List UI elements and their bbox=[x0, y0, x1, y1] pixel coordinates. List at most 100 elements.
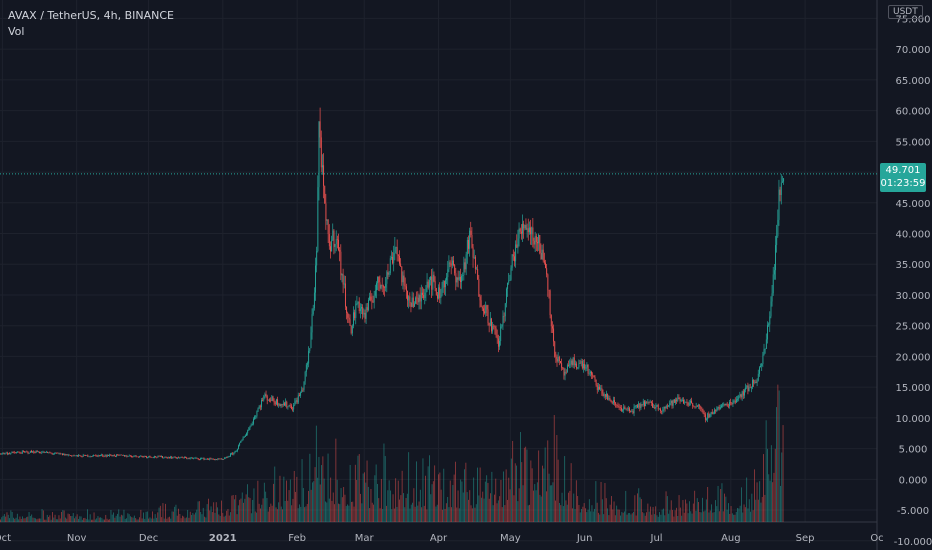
price-candle bbox=[301, 390, 302, 393]
price-candle bbox=[297, 400, 298, 402]
volume-bar bbox=[413, 488, 414, 522]
volume-bar bbox=[328, 454, 329, 522]
volume-bar bbox=[776, 407, 777, 522]
price-candle bbox=[309, 348, 310, 351]
price-candle bbox=[529, 228, 530, 233]
volume-bar bbox=[556, 435, 557, 522]
price-candle bbox=[501, 324, 502, 326]
price-candle bbox=[546, 268, 547, 274]
price-candle bbox=[736, 399, 737, 402]
volume-bar bbox=[434, 465, 435, 522]
price-candle bbox=[781, 183, 782, 195]
volume-bar bbox=[649, 512, 650, 522]
volume-bar bbox=[156, 518, 157, 522]
price-candle bbox=[432, 275, 433, 290]
volume-bar bbox=[716, 506, 717, 522]
price-candle bbox=[367, 307, 368, 310]
volume-bar bbox=[30, 516, 31, 522]
price-candle bbox=[409, 296, 410, 302]
volume-bar bbox=[458, 490, 459, 522]
volume-indicator-label: Vol bbox=[8, 25, 24, 38]
price-candle bbox=[25, 452, 26, 453]
price-candle bbox=[423, 295, 424, 298]
price-candle bbox=[219, 459, 220, 460]
price-candle bbox=[235, 451, 236, 452]
volume-bar bbox=[680, 508, 681, 522]
volume-bar bbox=[671, 500, 672, 522]
volume-bar bbox=[614, 501, 615, 522]
volume-bar bbox=[722, 483, 723, 522]
price-candle bbox=[181, 457, 182, 458]
x-tick-label: Aug bbox=[721, 533, 741, 544]
price-candle bbox=[707, 413, 708, 419]
volume-bar bbox=[559, 503, 560, 522]
price-candle bbox=[145, 456, 146, 457]
price-candle bbox=[23, 451, 24, 452]
price-candle bbox=[666, 406, 667, 409]
volume-bar bbox=[521, 462, 522, 522]
volume-bar bbox=[584, 503, 585, 522]
currency-unit-button[interactable]: USDT bbox=[888, 5, 923, 19]
volume-bar bbox=[551, 485, 552, 522]
price-candle bbox=[570, 361, 571, 365]
price-candle bbox=[750, 388, 751, 389]
price-candle bbox=[75, 456, 76, 457]
volume-bar bbox=[277, 509, 278, 522]
volume-bar bbox=[3, 516, 4, 522]
price-candle bbox=[214, 459, 215, 460]
price-candle bbox=[259, 406, 260, 408]
price-candle bbox=[534, 241, 535, 245]
volume-bar bbox=[261, 505, 262, 522]
volume-bar bbox=[675, 510, 676, 522]
price-candle bbox=[0, 454, 1, 455]
volume-bar bbox=[98, 516, 99, 522]
price-candle bbox=[393, 253, 394, 263]
price-candle bbox=[439, 287, 440, 298]
price-candle bbox=[426, 288, 427, 293]
price-candle bbox=[488, 309, 489, 323]
price-candle bbox=[428, 282, 429, 288]
volume-bar bbox=[607, 508, 608, 522]
volume-bar bbox=[429, 455, 430, 522]
price-candle bbox=[739, 394, 740, 396]
price-candle bbox=[512, 254, 513, 267]
price-candle bbox=[420, 295, 421, 301]
price-candle bbox=[224, 458, 225, 459]
price-candle bbox=[618, 406, 619, 407]
price-candle bbox=[447, 269, 448, 277]
volume-bar bbox=[338, 504, 339, 522]
price-candle bbox=[102, 455, 103, 456]
volume-bar bbox=[83, 518, 84, 522]
volume-bar bbox=[88, 520, 89, 522]
price-candle bbox=[645, 402, 646, 406]
price-candle bbox=[417, 298, 418, 303]
price-candle bbox=[743, 391, 744, 395]
price-candle bbox=[1, 454, 2, 455]
price-candle bbox=[380, 282, 381, 288]
volume-bar bbox=[646, 512, 647, 522]
price-candle bbox=[268, 400, 269, 401]
volume-bar bbox=[373, 505, 374, 522]
volume-bar bbox=[308, 491, 309, 522]
price-candle bbox=[454, 265, 455, 273]
price-candle bbox=[680, 399, 681, 401]
volume-bar bbox=[425, 476, 426, 522]
price-candle bbox=[164, 457, 165, 458]
price-candle bbox=[713, 414, 714, 415]
volume-bar bbox=[748, 508, 749, 522]
price-candle bbox=[399, 256, 400, 264]
price-candle bbox=[483, 308, 484, 311]
volume-bar bbox=[638, 488, 639, 522]
volume-bar bbox=[44, 520, 45, 522]
price-candle bbox=[688, 403, 689, 406]
price-candle bbox=[229, 456, 230, 457]
price-candle bbox=[499, 341, 500, 347]
volume-bar bbox=[139, 517, 140, 522]
x-tick-label: Jul bbox=[650, 533, 663, 544]
volume-bar bbox=[13, 518, 14, 522]
volume-bar bbox=[449, 507, 450, 522]
price-candle bbox=[64, 454, 65, 456]
price-candle bbox=[693, 406, 694, 407]
price-candle bbox=[440, 296, 441, 298]
